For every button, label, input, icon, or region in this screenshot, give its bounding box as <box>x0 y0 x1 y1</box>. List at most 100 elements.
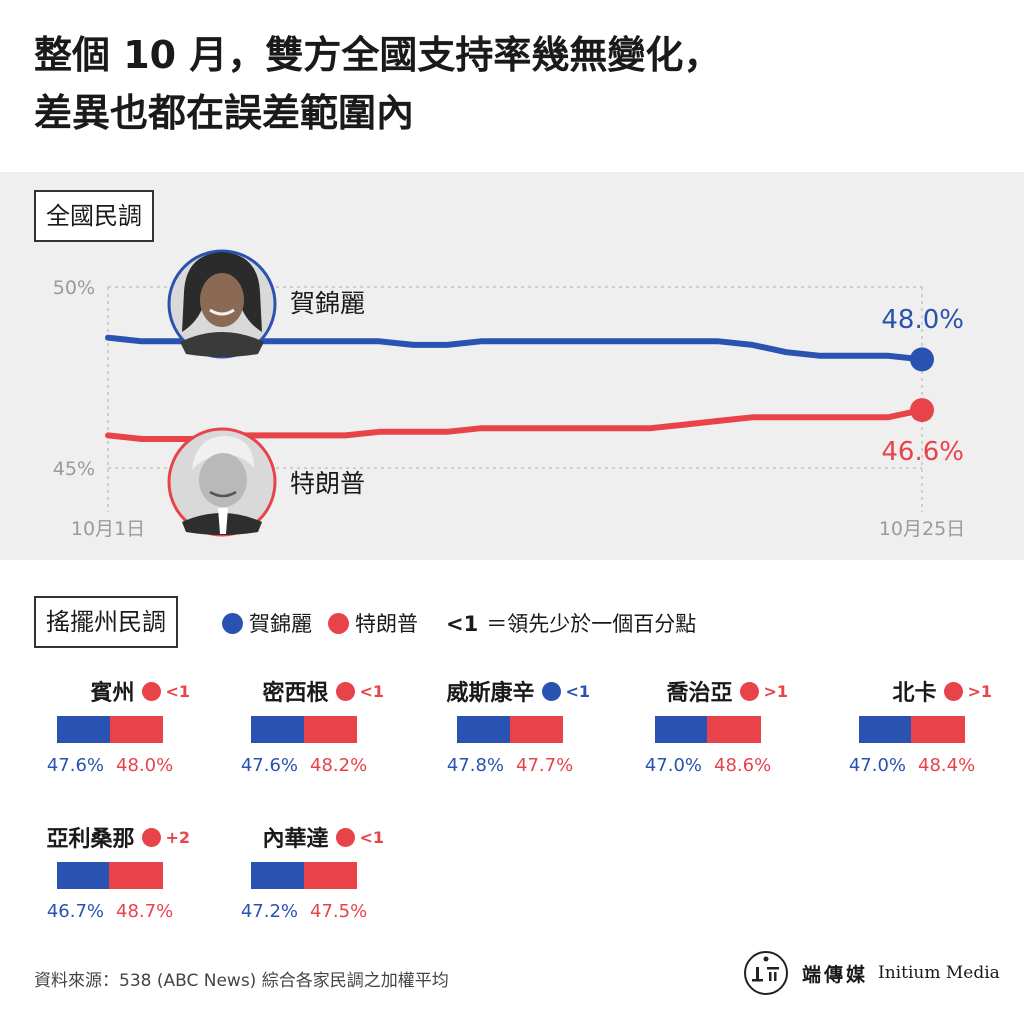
state-harris-value: 47.6% <box>240 755 298 776</box>
state-bar-harris <box>251 862 304 889</box>
lead-note: <1 ＝領先少於一個百分點 <box>446 608 696 638</box>
initium-logo: 端傳媒 Initium Media <box>744 950 1000 996</box>
state-header: 亞利桑那 +2 <box>46 822 190 852</box>
state-leader-dot <box>336 681 356 701</box>
state-bar-trump <box>911 716 965 743</box>
state-card: 亞利桑那 +2 46.7% 48.7% <box>30 822 190 932</box>
state-harris-value: 47.6% <box>46 755 104 776</box>
state-lead-margin: +2 <box>165 827 190 847</box>
state-card: 威斯康辛 <1 47.8% 47.7% <box>430 676 590 786</box>
state-header: 賓州 <1 <box>90 676 190 706</box>
legend-trump: 特朗普 <box>328 608 418 638</box>
state-split-bar <box>57 716 163 743</box>
x-tick-label-end: 10月25日 <box>879 518 965 540</box>
swing-legend: 賀錦麗 特朗普 <1 ＝領先少於一個百分點 <box>222 610 696 636</box>
state-bar-harris <box>457 716 510 743</box>
state-bar-trump <box>304 716 357 743</box>
trump-name-label: 特朗普 <box>290 469 365 498</box>
state-bar-harris <box>57 716 110 743</box>
logo-chinese-name: 端傳媒 <box>802 963 869 986</box>
state-lead-margin: <1 <box>359 681 384 701</box>
headline-line-2: 差異也都在誤差範圍內 <box>34 91 415 135</box>
state-values: 47.8% 47.7% <box>430 755 590 777</box>
state-card: 北卡 >1 47.0% 48.4% <box>832 676 992 786</box>
state-trump-value: 48.6% <box>714 755 772 776</box>
state-card: 喬治亞 >1 47.0% 48.6% <box>628 676 788 786</box>
swing-states-tag: 搖擺州民調 <box>34 596 178 648</box>
state-trump-value: 47.5% <box>310 901 368 922</box>
state-card: 賓州 <1 47.6% 48.0% <box>30 676 190 786</box>
trump-end-value: 46.6% <box>881 437 964 467</box>
lead-note-text: ＝領先少於一個百分點 <box>486 612 697 636</box>
national-line-chart: 50% 45% 10月1日 10月25日 賀錦麗 特朗普 48.0% <box>53 249 965 540</box>
state-header: 北卡 >1 <box>892 676 992 706</box>
state-harris-value: 47.0% <box>644 755 702 776</box>
lead-note-symbol: <1 <box>446 612 479 636</box>
y-tick-label-45: 45% <box>53 458 95 480</box>
state-name: 亞利桑那 <box>46 827 135 852</box>
state-harris-value: 47.2% <box>240 901 298 922</box>
state-leader-dot <box>142 681 162 701</box>
state-name: 賓州 <box>90 681 135 706</box>
state-header: 喬治亞 >1 <box>666 676 788 706</box>
state-leader-dot <box>740 681 760 701</box>
state-leader-dot <box>542 681 562 701</box>
state-bar-trump <box>109 862 163 889</box>
state-split-bar <box>859 716 965 743</box>
state-bar-trump <box>707 716 761 743</box>
state-harris-value: 47.8% <box>446 755 504 776</box>
state-header: 密西根 <1 <box>262 676 384 706</box>
legend-harris-label: 賀錦麗 <box>249 612 312 636</box>
legend-trump-label: 特朗普 <box>355 612 418 636</box>
y-tick-label-50: 50% <box>53 277 95 299</box>
legend-trump-dot <box>328 612 349 634</box>
state-header: 威斯康辛 <1 <box>446 676 590 706</box>
state-lead-margin: >1 <box>967 681 992 701</box>
state-name: 北卡 <box>892 681 937 706</box>
headline-line-1: 整個 10 月，雙方全國支持率幾無變化， <box>34 33 722 77</box>
national-poll-panel: 全國民調 50% 45% 10月1日 10月25日 賀錦麗 特 <box>0 172 1024 560</box>
state-leader-dot <box>142 827 162 847</box>
state-split-bar <box>251 862 357 889</box>
series-end-point-trump <box>910 398 934 423</box>
state-leader-dot <box>944 681 964 701</box>
series-end-point-harris <box>910 347 934 372</box>
state-split-bar <box>57 862 163 889</box>
harris-portrait <box>167 249 277 359</box>
state-bar-trump <box>510 716 563 743</box>
state-trump-value: 48.4% <box>918 755 976 776</box>
legend-harris-dot <box>222 612 243 634</box>
state-name: 威斯康辛 <box>446 681 535 706</box>
state-lead-margin: <1 <box>165 681 190 701</box>
state-values: 47.6% 48.2% <box>224 755 384 777</box>
state-values: 46.7% 48.7% <box>30 901 190 923</box>
state-values: 47.6% 48.0% <box>30 755 190 777</box>
state-split-bar <box>655 716 761 743</box>
state-card: 密西根 <1 47.6% 48.2% <box>224 676 384 786</box>
state-values: 47.0% 48.6% <box>628 755 788 777</box>
trump-portrait <box>167 427 277 537</box>
data-source: 資料來源：538 (ABC News) 綜合各家民調之加權平均 <box>34 971 449 991</box>
state-split-bar <box>251 716 357 743</box>
state-bar-trump <box>110 716 163 743</box>
x-tick-label-start: 10月1日 <box>71 518 145 540</box>
state-values: 47.0% 48.4% <box>832 755 992 777</box>
state-bar-harris <box>251 716 304 743</box>
state-header: 內華達 <1 <box>262 822 384 852</box>
state-split-bar <box>457 716 563 743</box>
state-values: 47.2% 47.5% <box>224 901 384 923</box>
state-name: 內華達 <box>262 827 329 852</box>
state-bar-harris <box>655 716 707 743</box>
state-trump-value: 48.2% <box>310 755 368 776</box>
state-trump-value: 48.0% <box>116 755 174 776</box>
state-trump-value: 48.7% <box>116 901 174 922</box>
initium-logo-icon <box>744 951 788 995</box>
logo-english-name: Initium Media <box>878 963 1000 983</box>
state-lead-margin: <1 <box>359 827 384 847</box>
state-name: 喬治亞 <box>666 681 733 706</box>
state-bar-trump <box>304 862 357 889</box>
harris-end-value: 48.0% <box>881 305 964 335</box>
national-poll-tag: 全國民調 <box>34 190 154 242</box>
state-name: 密西根 <box>262 681 329 706</box>
state-bar-harris <box>859 716 911 743</box>
